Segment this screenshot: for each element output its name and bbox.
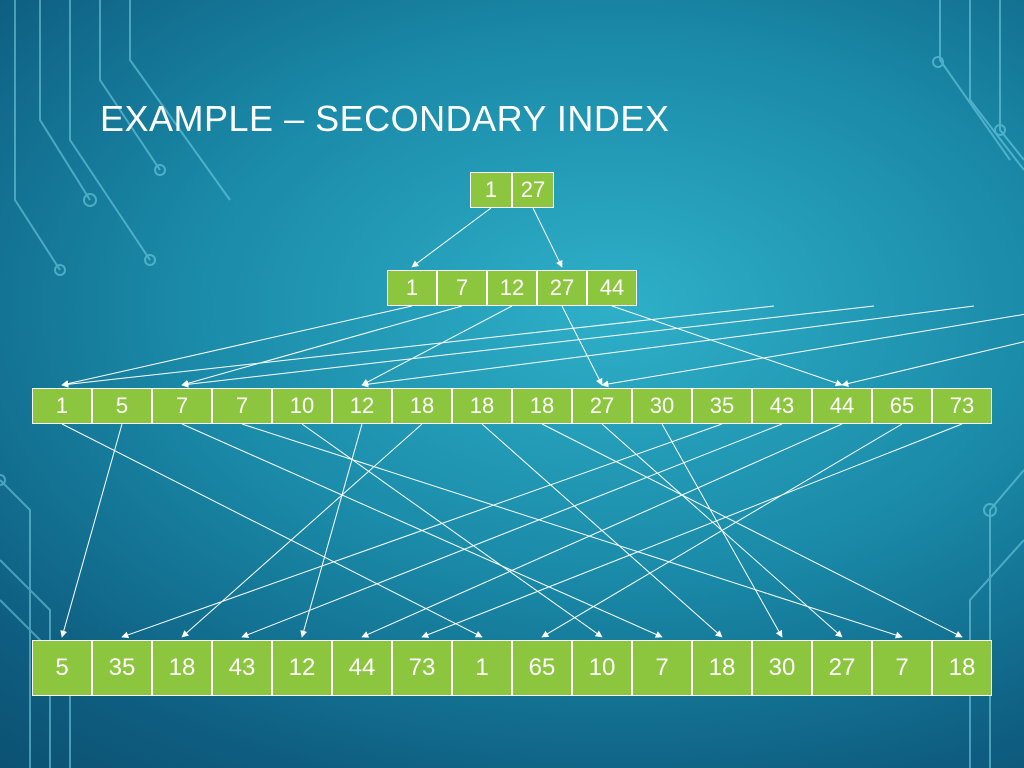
l2-cell: 30 [632, 388, 692, 424]
l3-cell: 10 [572, 640, 632, 696]
l3-cell: 1 [452, 640, 512, 696]
level-2: 1577101218181827303543446573 [32, 388, 992, 424]
l2-cell: 12 [332, 388, 392, 424]
l0-cell: 27 [512, 172, 554, 208]
l2-cell: 65 [872, 388, 932, 424]
slide-title: EXAMPLE – SECONDARY INDEX [100, 98, 669, 140]
l2-cell: 43 [752, 388, 812, 424]
l1-cell: 12 [487, 270, 537, 306]
l2-cell: 18 [512, 388, 572, 424]
l2-cell: 5 [92, 388, 152, 424]
l3-cell: 5 [32, 640, 92, 696]
slide: EXAMPLE – SECONDARY INDEX 127 17122744 1… [0, 0, 1024, 768]
l1-cell: 44 [587, 270, 637, 306]
l1-cell: 1 [387, 270, 437, 306]
l3-cell: 7 [632, 640, 692, 696]
l3-cell: 43 [212, 640, 272, 696]
l2-cell: 73 [932, 388, 992, 424]
l2-cell: 18 [452, 388, 512, 424]
l3-cell: 18 [152, 640, 212, 696]
l2-cell: 10 [272, 388, 332, 424]
l1-cell: 7 [437, 270, 487, 306]
l3-cell: 18 [692, 640, 752, 696]
l3-cell: 27 [812, 640, 872, 696]
level-3: 5351843124473165107183027718 [32, 640, 992, 696]
l1-cell: 27 [537, 270, 587, 306]
l2-cell: 44 [812, 388, 872, 424]
l0-cell: 1 [470, 172, 512, 208]
l3-cell: 18 [932, 640, 992, 696]
l2-cell: 7 [212, 388, 272, 424]
l3-cell: 7 [872, 640, 932, 696]
l2-cell: 18 [392, 388, 452, 424]
l3-cell: 30 [752, 640, 812, 696]
l3-cell: 44 [332, 640, 392, 696]
l3-cell: 73 [392, 640, 452, 696]
level-1: 17122744 [387, 270, 637, 306]
l2-cell: 1 [32, 388, 92, 424]
l3-cell: 35 [92, 640, 152, 696]
l2-cell: 35 [692, 388, 752, 424]
level-0: 127 [470, 172, 554, 208]
l2-cell: 7 [152, 388, 212, 424]
l3-cell: 65 [512, 640, 572, 696]
l2-cell: 27 [572, 388, 632, 424]
l3-cell: 12 [272, 640, 332, 696]
